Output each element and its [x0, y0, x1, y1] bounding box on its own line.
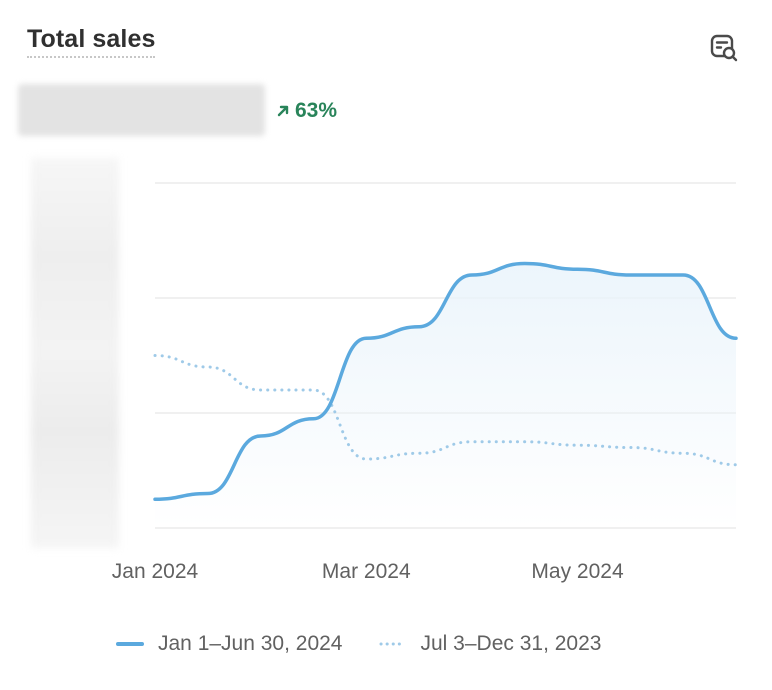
series-area-current	[155, 263, 736, 528]
x-tick-label: Jan 2024	[112, 560, 199, 583]
x-tick-label: May 2024	[531, 560, 624, 583]
card-title[interactable]: Total sales	[27, 24, 156, 58]
solid-line-swatch-icon	[116, 642, 144, 646]
analytics-search-icon	[710, 34, 738, 62]
legend-label-current: Jan 1–Jun 30, 2024	[158, 632, 343, 655]
x-tick-label: Mar 2024	[322, 560, 411, 583]
arrow-up-right-icon	[277, 105, 289, 117]
legend-label-previous: Jul 3–Dec 31, 2023	[420, 632, 602, 655]
total-sales-value-redacted	[18, 84, 265, 136]
series-line-previous	[153, 354, 738, 467]
change-percent: 63%	[295, 99, 338, 122]
chart-legend: Jan 1–Jun 30, 2024 Jul 3–Dec 31, 2023	[116, 632, 601, 656]
y-axis-labels-redacted	[31, 158, 119, 548]
series-line-current	[153, 261, 738, 501]
change-badge: 63%	[276, 99, 337, 123]
legend-item-previous[interactable]: Jul 3–Dec 31, 2023	[379, 632, 602, 656]
legend-item-current[interactable]: Jan 1–Jun 30, 2024	[116, 632, 343, 656]
dotted-line-swatch-icon	[379, 642, 406, 646]
analytics-search-button[interactable]	[704, 28, 744, 68]
